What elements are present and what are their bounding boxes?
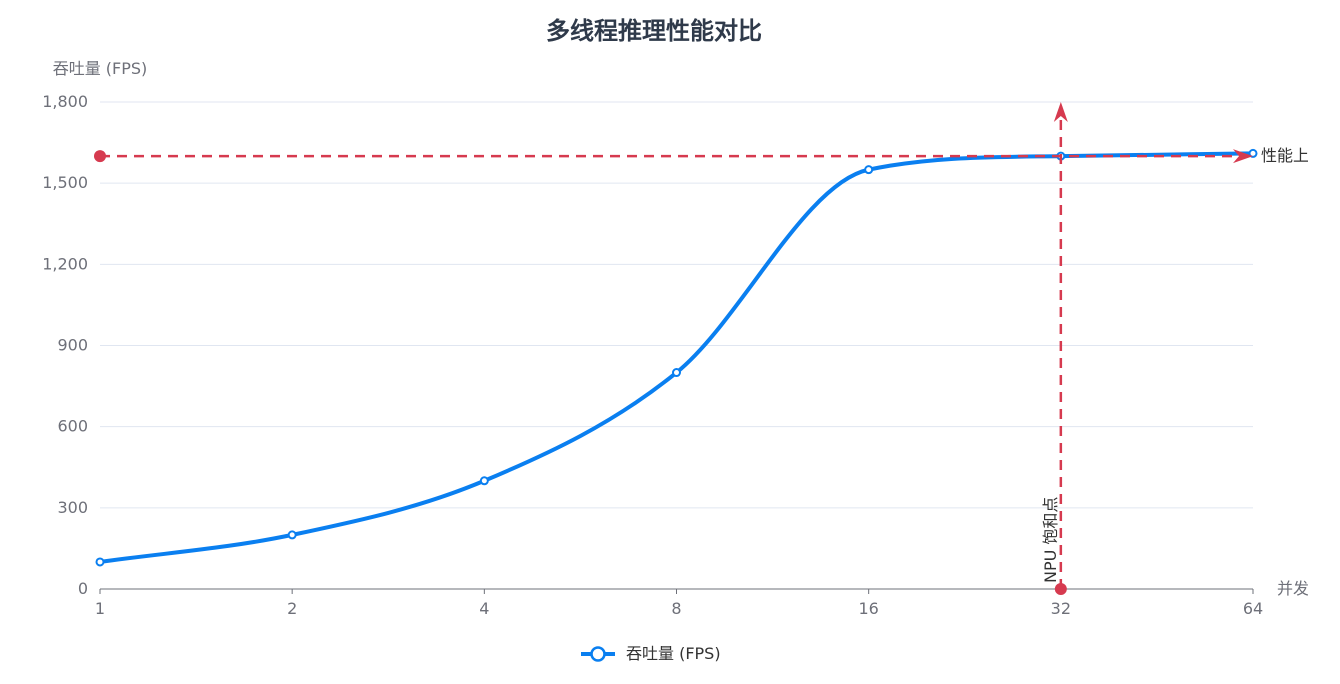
data-point[interactable]	[864, 165, 874, 175]
legend-swatch-marker	[590, 646, 606, 662]
data-point[interactable]	[1248, 148, 1258, 158]
markline-arrow	[1233, 149, 1253, 164]
data-point[interactable]	[672, 368, 681, 378]
data-point[interactable]	[479, 476, 489, 486]
y-axis-label: 吞吐量 (FPS)	[53, 59, 148, 78]
series-layer	[95, 148, 1258, 567]
x-tick-label: 8	[671, 599, 681, 618]
series-line-throughput	[98, 151, 1255, 564]
markline-label-npu-saturation: NPU 饱和点	[1041, 497, 1060, 583]
data-point[interactable]	[95, 557, 105, 567]
y-tick-label: 1,200	[42, 254, 88, 273]
y-tick-label: 600	[57, 417, 88, 436]
x-axis-label: 并发	[1277, 579, 1309, 598]
markline-arrow	[1053, 102, 1068, 122]
y-tick-label: 900	[57, 336, 88, 355]
x-tick-label: 64	[1243, 599, 1263, 618]
x-tick-label: 1	[95, 599, 105, 618]
legend[interactable]: 吞吐量 (FPS)	[581, 644, 721, 663]
x-tick-label: 32	[1051, 599, 1071, 618]
axes: 0 300 600 900 1,200 1,500 1,800 1 2 4 8 16 32 64	[42, 92, 1263, 618]
x-tick-label: 16	[858, 599, 878, 618]
markline-label-upper-limit: 性能上限	[1261, 146, 1325, 165]
y-tick-label: 1,800	[42, 92, 88, 111]
data-point[interactable]	[287, 530, 297, 540]
y-tick-label: 0	[78, 579, 88, 598]
x-tick-label: 2	[287, 599, 297, 618]
mark-lines: NPU 饱和点 性能上限	[94, 102, 1325, 595]
chart-title: 多线程推理性能对比	[546, 17, 762, 45]
y-tick-label: 1,500	[42, 173, 88, 192]
y-tick-label: 300	[57, 498, 88, 517]
legend-label: 吞吐量 (FPS)	[626, 644, 721, 663]
grid-lines	[100, 101, 1253, 509]
x-tick-label: 4	[479, 599, 489, 618]
